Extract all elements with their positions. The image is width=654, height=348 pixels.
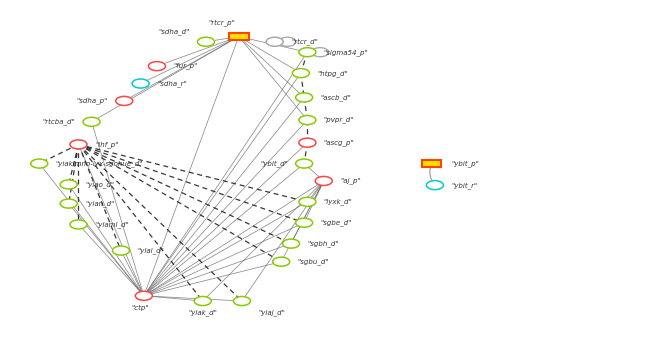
Circle shape <box>83 117 100 126</box>
Text: "lyxk_d": "lyxk_d" <box>324 198 353 205</box>
Circle shape <box>70 220 87 229</box>
Circle shape <box>60 199 77 208</box>
Circle shape <box>70 140 87 149</box>
Text: "ctp": "ctp" <box>132 304 149 311</box>
Circle shape <box>426 181 443 190</box>
Circle shape <box>233 296 250 306</box>
Text: "yiaml_d": "yiaml_d" <box>95 221 129 228</box>
Circle shape <box>283 239 300 248</box>
Text: "sdha_p": "sdha_p" <box>77 97 108 104</box>
Circle shape <box>299 116 316 125</box>
Circle shape <box>296 218 313 227</box>
Circle shape <box>266 37 283 46</box>
Text: "sgbu_d": "sgbu_d" <box>298 258 329 265</box>
Text: "sigma54_p": "sigma54_p" <box>324 49 368 56</box>
Text: "sgbh_d": "sgbh_d" <box>307 240 339 247</box>
FancyBboxPatch shape <box>229 33 249 40</box>
Text: "fur_p": "fur_p" <box>173 63 198 70</box>
Text: "aj_p": "aj_p" <box>340 177 361 184</box>
Text: "rtcba_d": "rtcba_d" <box>43 118 75 125</box>
Circle shape <box>273 257 290 266</box>
Text: "pvpr_d": "pvpr_d" <box>324 117 354 124</box>
Circle shape <box>315 176 332 185</box>
Circle shape <box>296 93 313 102</box>
Circle shape <box>194 296 211 306</box>
Text: "yiao_d": "yiao_d" <box>85 181 114 188</box>
Text: "ybit_p": "ybit_p" <box>451 160 479 167</box>
Circle shape <box>148 62 165 71</box>
Circle shape <box>31 159 48 168</box>
Text: "yian_d": "yian_d" <box>85 200 114 207</box>
Circle shape <box>112 246 129 255</box>
Text: "ascb_d": "ascb_d" <box>320 94 351 101</box>
Text: "sdha_r": "sdha_r" <box>157 80 186 87</box>
Text: "ybit_r": "ybit_r" <box>451 182 477 189</box>
Text: "ylaj_d": "ylaj_d" <box>258 310 285 316</box>
Circle shape <box>296 159 313 168</box>
Text: "ihf_p": "ihf_p" <box>95 141 118 148</box>
Text: "ylak_d": "ylak_d" <box>188 310 217 316</box>
Text: "rtcr_p": "rtcr_p" <box>209 19 235 26</box>
Text: "rtcr_d": "rtcr_d" <box>291 38 318 45</box>
Circle shape <box>60 180 77 189</box>
Text: "yiaklmno-lyx-sgohue_d": "yiaklmno-lyx-sgohue_d" <box>56 160 143 167</box>
Circle shape <box>299 48 316 57</box>
Circle shape <box>299 197 316 206</box>
Circle shape <box>292 69 309 78</box>
Text: "ylal_d": "ylal_d" <box>137 247 164 254</box>
Text: "ybit_d": "ybit_d" <box>260 160 288 167</box>
Circle shape <box>299 138 316 147</box>
Text: "htpg_d": "htpg_d" <box>317 70 348 77</box>
Circle shape <box>132 79 149 88</box>
Text: "sgbe_d": "sgbe_d" <box>320 219 352 226</box>
Circle shape <box>116 96 133 105</box>
FancyArrowPatch shape <box>430 166 433 183</box>
Text: "ascg_p": "ascg_p" <box>324 139 354 146</box>
Circle shape <box>198 37 215 46</box>
Circle shape <box>135 291 152 300</box>
Text: "sdha_d": "sdha_d" <box>158 28 190 35</box>
FancyBboxPatch shape <box>422 160 441 167</box>
